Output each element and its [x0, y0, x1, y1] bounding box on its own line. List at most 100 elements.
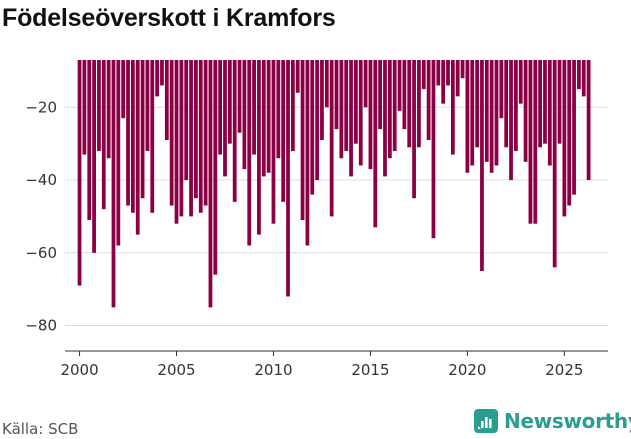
bar [77, 60, 82, 286]
bar [218, 60, 223, 155]
newsworthy-icon [474, 409, 498, 433]
bar [339, 60, 344, 159]
bar [189, 60, 193, 217]
bar [82, 60, 87, 155]
bar [257, 60, 261, 235]
bar [271, 60, 276, 224]
bar [276, 60, 281, 159]
x-tick-label: 2010 [254, 361, 292, 379]
bar [97, 60, 101, 151]
bar [407, 60, 412, 148]
bar [557, 60, 562, 144]
y-axis: −20 −40 −60 −80 [25, 98, 57, 334]
bar [160, 60, 164, 86]
bar [426, 60, 431, 141]
bar [518, 60, 523, 104]
bar [484, 60, 489, 162]
bar-series [77, 60, 591, 308]
bar [344, 60, 349, 151]
bar [465, 60, 470, 173]
x-axis: 2000 2005 2010 2015 2020 2025 [60, 350, 608, 379]
bar [586, 60, 591, 181]
x-tick-label: 2000 [60, 361, 98, 379]
bar [431, 60, 436, 239]
bar [145, 60, 150, 151]
bar [489, 60, 494, 173]
bar [455, 60, 460, 97]
bar [358, 60, 363, 166]
bar [567, 60, 572, 206]
bar [198, 60, 203, 213]
bar [261, 60, 266, 177]
bar [383, 60, 387, 177]
bar [499, 60, 504, 119]
bar [223, 60, 227, 177]
x-tick-label: 2025 [545, 361, 583, 379]
bar [300, 60, 305, 221]
bar [450, 60, 455, 155]
bar [421, 60, 426, 90]
bar [547, 60, 552, 166]
bar [373, 60, 378, 228]
bar [150, 60, 155, 213]
bar [179, 60, 184, 217]
bar [475, 60, 479, 148]
bar [237, 60, 242, 133]
bar [203, 60, 208, 206]
bar [324, 60, 329, 108]
bar [252, 60, 256, 155]
brand-name: Newsworthy [504, 409, 631, 433]
bar [480, 60, 484, 271]
bar [281, 60, 286, 202]
bar [232, 60, 237, 202]
newsworthy-logo: Newsworthy [474, 407, 631, 435]
bar [494, 60, 499, 166]
bar [116, 60, 121, 246]
bar [266, 60, 271, 173]
bar [523, 60, 528, 162]
bar [87, 60, 92, 221]
bar [363, 60, 368, 108]
bar [130, 60, 135, 213]
bar [194, 60, 198, 199]
bar [135, 60, 140, 235]
bar [334, 60, 339, 130]
bar [305, 60, 310, 246]
source-label: Källa: SCB [2, 420, 79, 438]
bar [349, 60, 353, 177]
bar [412, 60, 416, 199]
bar [446, 60, 450, 86]
bar [513, 60, 518, 151]
bar [164, 60, 169, 141]
bar [562, 60, 567, 217]
bar [402, 60, 407, 130]
bar [533, 60, 538, 224]
bar [378, 60, 383, 130]
x-tick-label: 2005 [157, 361, 195, 379]
bar [577, 60, 581, 90]
bar [121, 60, 126, 119]
bar [543, 60, 547, 144]
bar [140, 60, 145, 199]
bar [290, 60, 295, 151]
bar [368, 60, 373, 170]
chart-title: Födelseöverskott i Kramfors [2, 4, 336, 32]
y-tick-label: −20 [25, 98, 57, 116]
bar [441, 60, 446, 104]
bar [310, 60, 315, 195]
bar [436, 60, 441, 86]
bar [106, 60, 111, 159]
y-tick-label: −80 [25, 317, 57, 335]
x-tick-label: 2015 [351, 361, 389, 379]
bar [242, 60, 247, 170]
bar [387, 60, 392, 159]
bar [354, 60, 358, 144]
bar [392, 60, 397, 151]
bar [581, 60, 586, 97]
y-tick-label: −60 [25, 244, 57, 262]
bar [329, 60, 334, 217]
bar [315, 60, 319, 181]
bar [509, 60, 513, 181]
bar [208, 60, 213, 308]
